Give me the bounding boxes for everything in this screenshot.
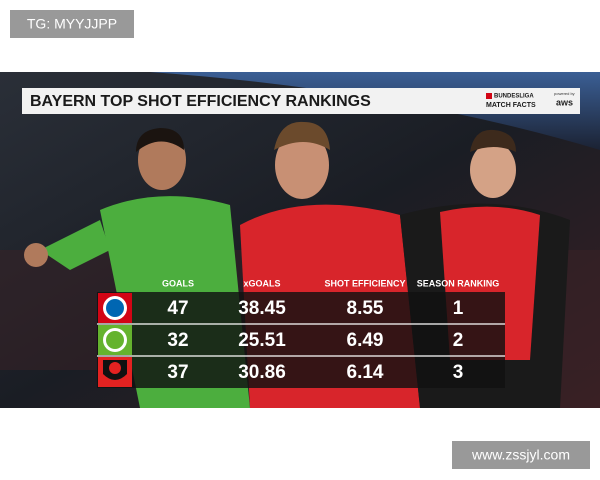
watermark-text: TG: MYYJJPP bbox=[27, 16, 117, 32]
cell: 38.45 bbox=[238, 298, 286, 319]
logo-icon bbox=[486, 93, 492, 99]
watermark-box bbox=[10, 10, 134, 38]
title: BAYERN TOP SHOT EFFICIENCY RANKINGS bbox=[30, 93, 371, 110]
logo-line1: BUNDESLIGA bbox=[494, 94, 534, 100]
cell: 6.49 bbox=[347, 330, 384, 351]
cell: 47 bbox=[167, 298, 188, 319]
cell: 30.86 bbox=[238, 362, 286, 383]
cell: 2 bbox=[453, 330, 464, 351]
cell: 1 bbox=[453, 298, 464, 319]
cell: 25.51 bbox=[238, 330, 286, 351]
table-body bbox=[97, 292, 505, 388]
watermark-text: www.zssjyl.com bbox=[471, 447, 570, 463]
cell: 32 bbox=[167, 330, 188, 351]
header: SEASON RANKING bbox=[417, 278, 500, 288]
cell: 6.14 bbox=[347, 362, 384, 383]
cell: 37 bbox=[167, 362, 188, 383]
watermark-box bbox=[452, 441, 590, 469]
header: GOALS bbox=[162, 278, 194, 288]
stats-table: GOALS xGOALS SHOT EFFICIENCY SEASON RANK… bbox=[97, 278, 505, 388]
logo-line2: MATCH FACTS bbox=[486, 102, 536, 109]
header: SHOT EFFICIENCY bbox=[324, 278, 405, 288]
logo-powered: powered by bbox=[554, 91, 575, 96]
title-bar bbox=[22, 88, 580, 114]
cell: 3 bbox=[453, 362, 464, 383]
cell: 8.55 bbox=[347, 298, 384, 319]
logo-brand: aws bbox=[556, 97, 573, 107]
header: xGOALS bbox=[243, 278, 280, 288]
